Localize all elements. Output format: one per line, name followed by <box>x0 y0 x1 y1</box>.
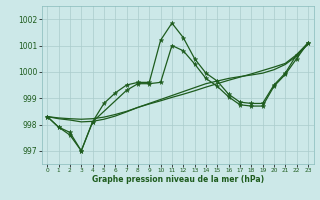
X-axis label: Graphe pression niveau de la mer (hPa): Graphe pression niveau de la mer (hPa) <box>92 175 264 184</box>
